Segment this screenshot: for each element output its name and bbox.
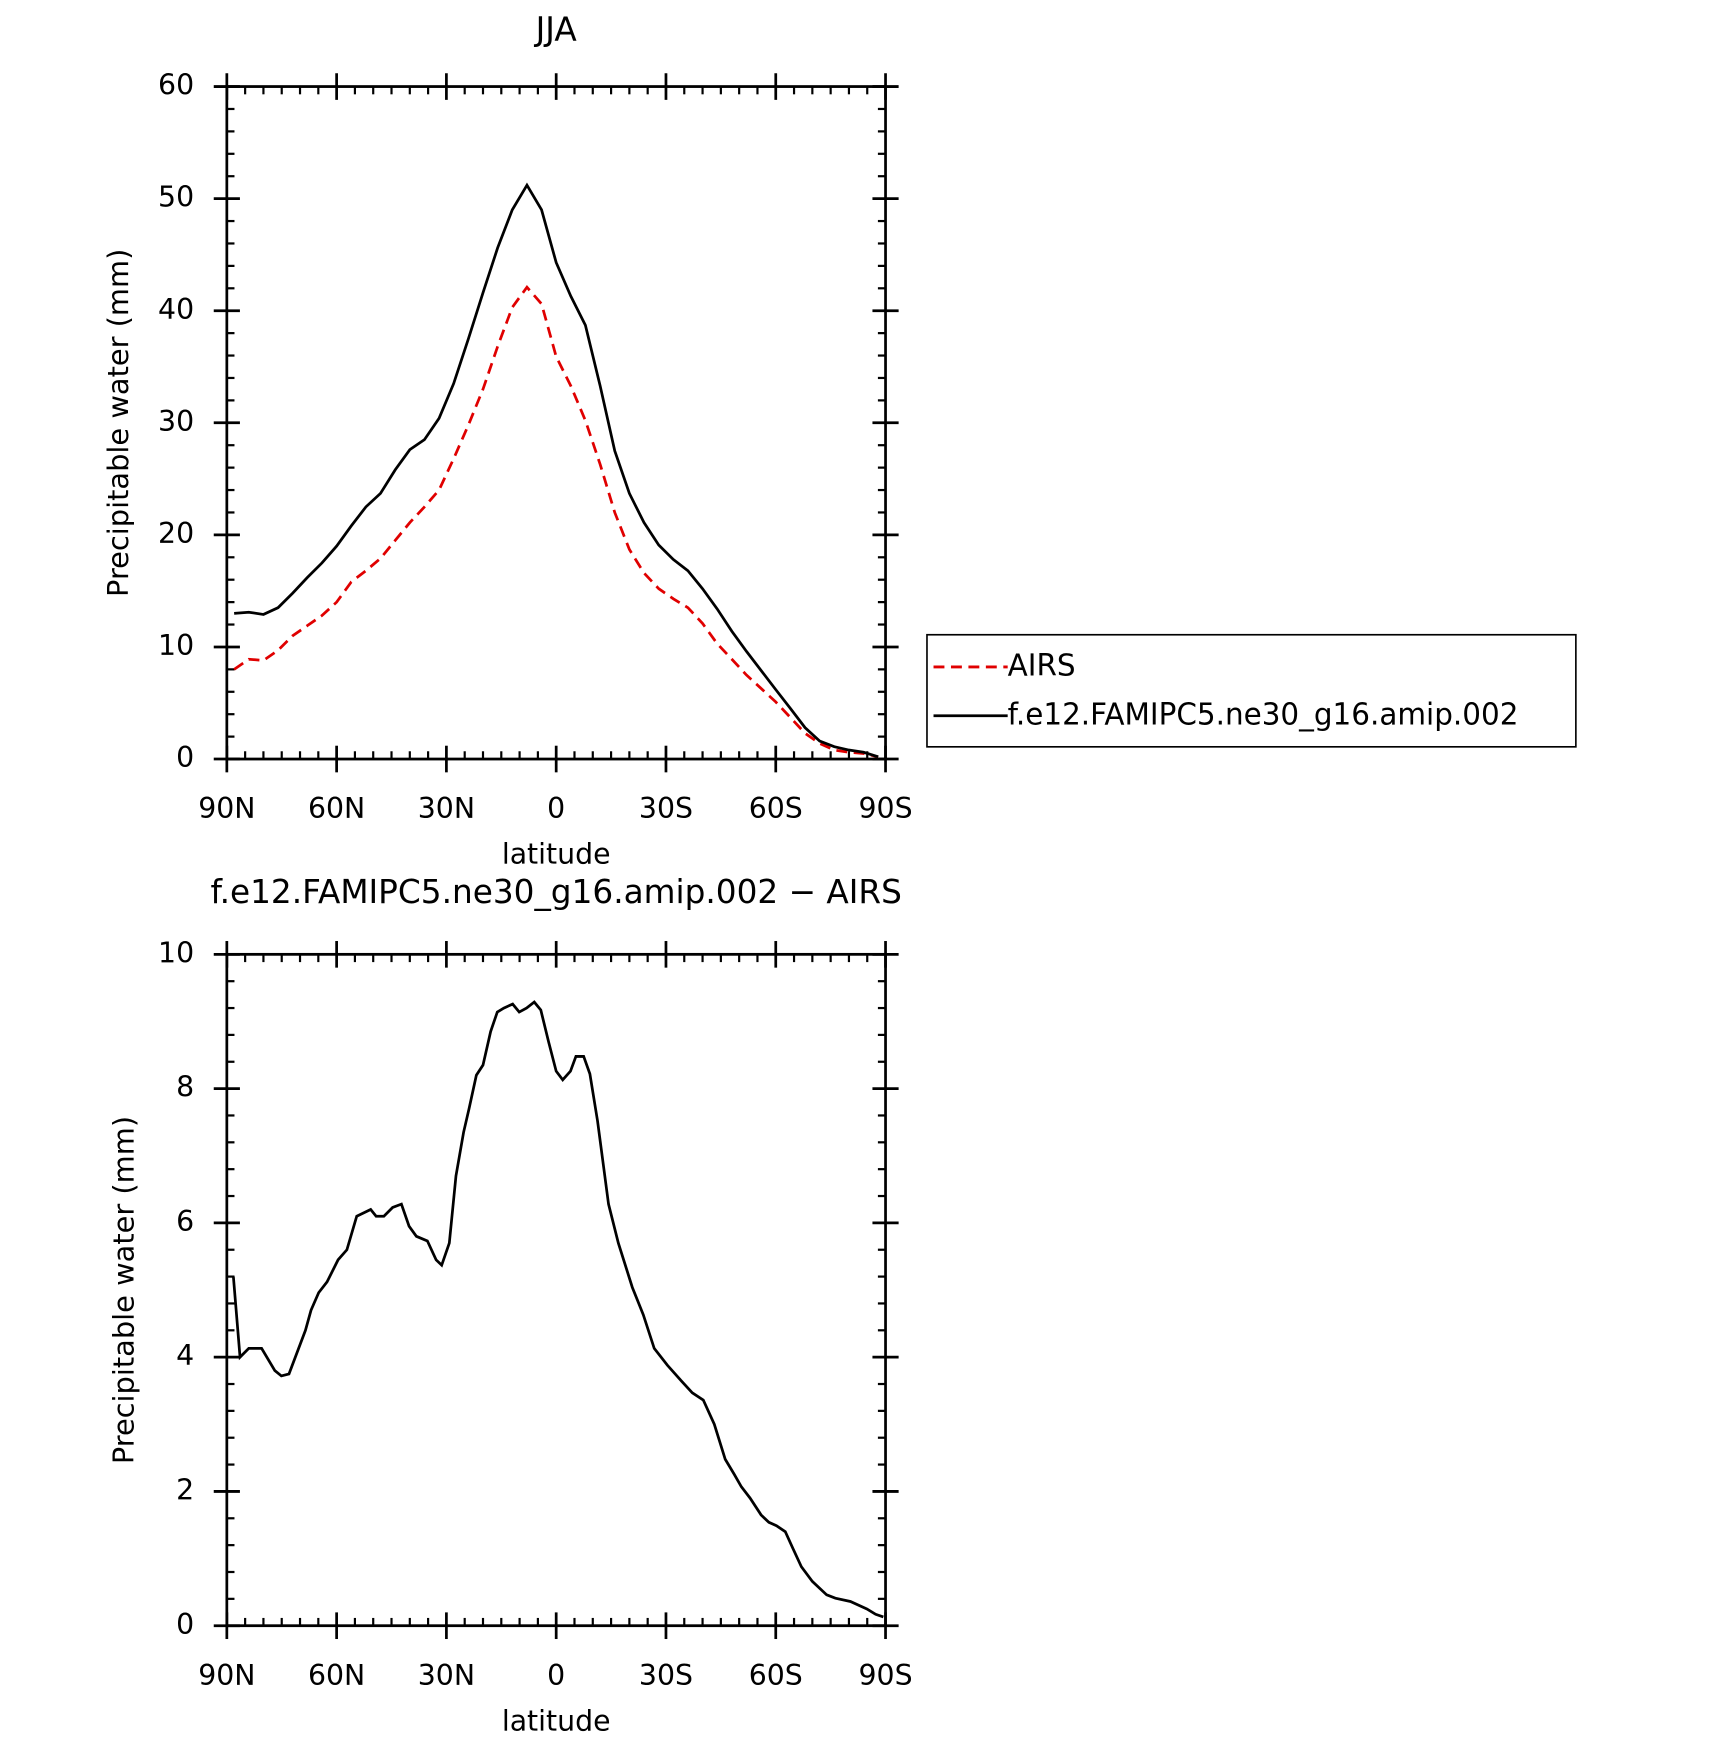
data-line <box>232 1000 884 1619</box>
y-tick-label: 2 <box>176 1472 194 1506</box>
y-axis-label: Precipitable water (mm) <box>107 1116 141 1464</box>
x-tick-label: 90N <box>198 791 255 825</box>
x-tick-label: 90N <box>198 1658 255 1692</box>
x-tick-label: 30S <box>639 791 693 825</box>
y-tick-label: 10 <box>158 935 194 969</box>
y-tick-label: 50 <box>158 179 194 213</box>
plot-frame <box>225 85 887 761</box>
x-axis-label: latitude <box>502 1703 611 1737</box>
y-tick-label: 4 <box>176 1338 194 1372</box>
x-tick-label: 60N <box>308 791 365 825</box>
x-tick-label: 0 <box>547 1658 565 1692</box>
legend-label: f.e12.FAMIPC5.ne30_g16.amip.002 <box>1008 697 1519 732</box>
legend-label: AIRS <box>1008 648 1076 683</box>
x-tick-label: 90S <box>859 791 913 825</box>
x-tick-label: 30N <box>418 1658 475 1692</box>
x-tick-label: 30S <box>639 1658 693 1692</box>
x-tick-label: 60S <box>749 1658 803 1692</box>
x-tick-label: 60N <box>308 1658 365 1692</box>
x-tick-label: 60S <box>749 791 803 825</box>
y-tick-label: 20 <box>158 516 194 550</box>
y-tick-label: 60 <box>158 67 194 101</box>
x-tick-label: 90S <box>859 1658 913 1692</box>
y-tick-label: 10 <box>158 628 194 662</box>
y-tick-label: 40 <box>158 292 194 326</box>
x-tick-label: 30N <box>418 791 475 825</box>
plot-frame <box>225 952 887 1628</box>
y-tick-label: 6 <box>176 1204 194 1238</box>
y-tick-label: 0 <box>176 1607 194 1641</box>
y-axis-label: Precipitable water (mm) <box>101 249 135 597</box>
chart-title: JJA <box>534 9 578 48</box>
chart-title: f.e12.FAMIPC5.ne30_g16.amip.002 − AIRS <box>210 872 901 911</box>
x-tick-label: 0 <box>547 791 565 825</box>
y-tick-label: 30 <box>158 404 194 438</box>
x-axis-label: latitude <box>502 836 611 870</box>
y-tick-label: 0 <box>176 740 194 774</box>
data-line <box>233 284 879 759</box>
legend-box <box>926 633 1577 748</box>
data-line <box>234 182 879 759</box>
y-tick-label: 8 <box>176 1069 194 1103</box>
